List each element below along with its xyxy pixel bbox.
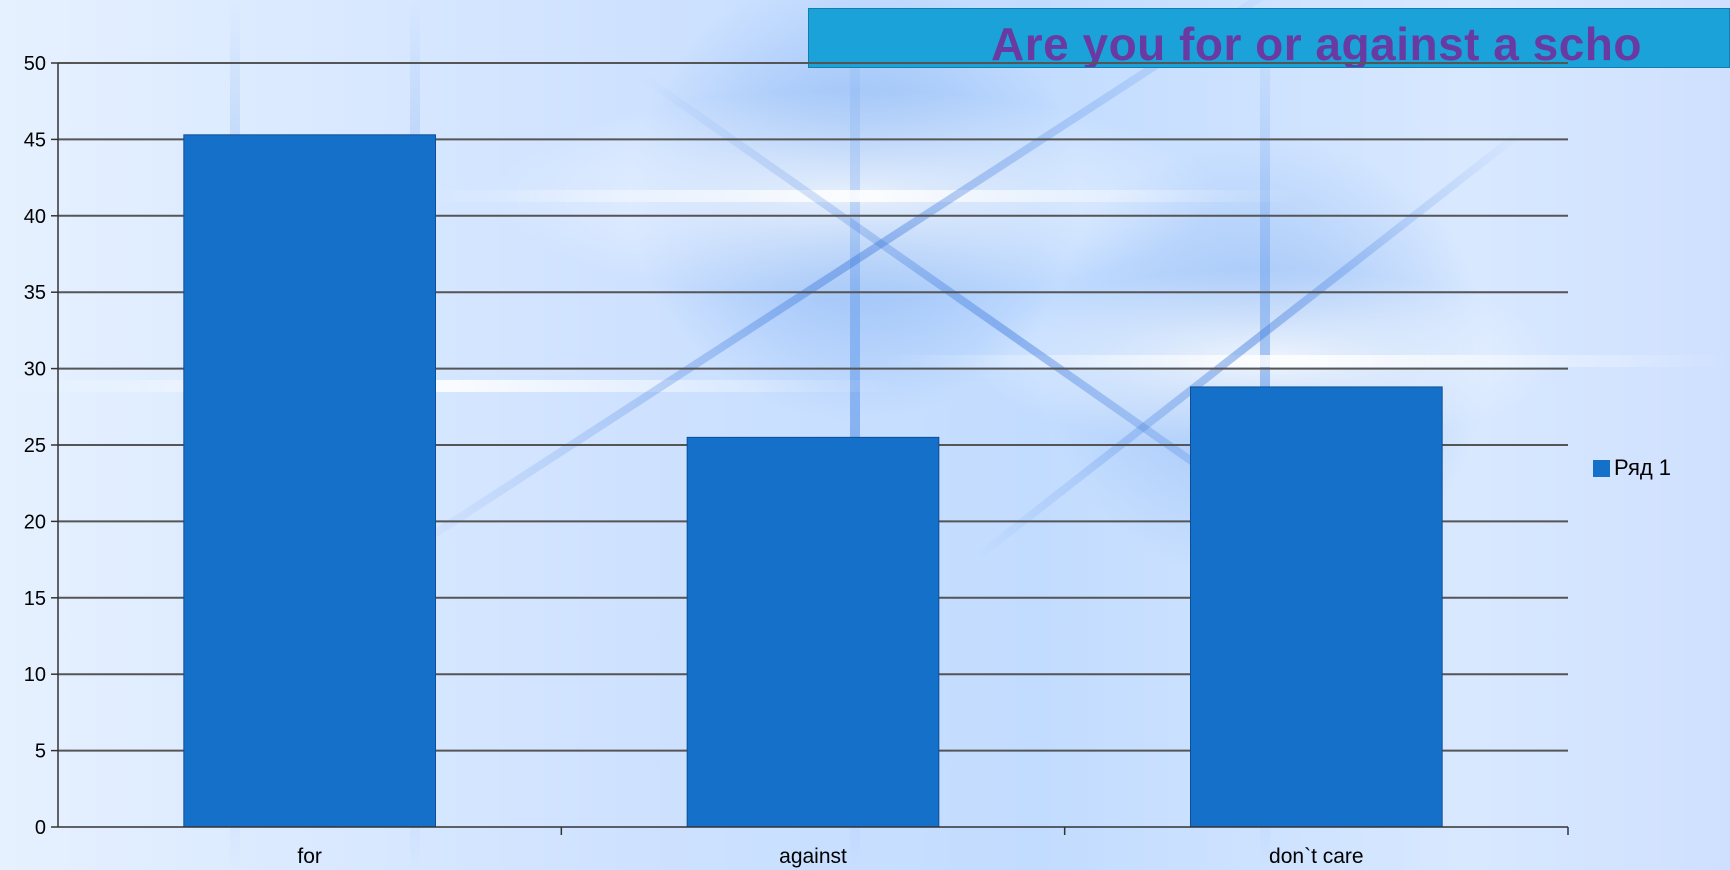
axes: 0 5 10 15 20 25 30 35 40 45 50 for against don`t care xyxy=(24,53,1569,868)
bar-for xyxy=(183,134,436,828)
y-tick-label: 10 xyxy=(24,664,46,686)
y-tick-label: 45 xyxy=(24,129,46,151)
y-tick-label: 25 xyxy=(24,435,46,457)
x-category-label: for xyxy=(297,845,322,868)
y-tick-label: 15 xyxy=(24,588,46,610)
y-tick-label: 5 xyxy=(35,741,46,763)
x-category-label: don`t care xyxy=(1269,845,1364,868)
y-tick-label: 50 xyxy=(24,53,46,75)
legend: Ряд 1 xyxy=(1593,455,1671,481)
x-category-label: against xyxy=(779,845,847,868)
legend-label: Ряд 1 xyxy=(1614,455,1672,480)
bar-against xyxy=(686,436,940,828)
y-tick-label: 35 xyxy=(24,282,46,304)
y-tick-label: 0 xyxy=(35,817,46,839)
bar-don-t-care xyxy=(1190,386,1443,828)
chart-title: Are you for or against a scho xyxy=(991,18,1642,68)
chart-title-banner: Are you for or against a scho xyxy=(808,8,1730,68)
y-tick-label: 40 xyxy=(24,206,46,228)
bars xyxy=(183,134,1443,828)
y-tick-label: 20 xyxy=(24,511,46,533)
legend-swatch-icon xyxy=(1593,459,1610,477)
y-tick-label: 30 xyxy=(24,359,46,381)
